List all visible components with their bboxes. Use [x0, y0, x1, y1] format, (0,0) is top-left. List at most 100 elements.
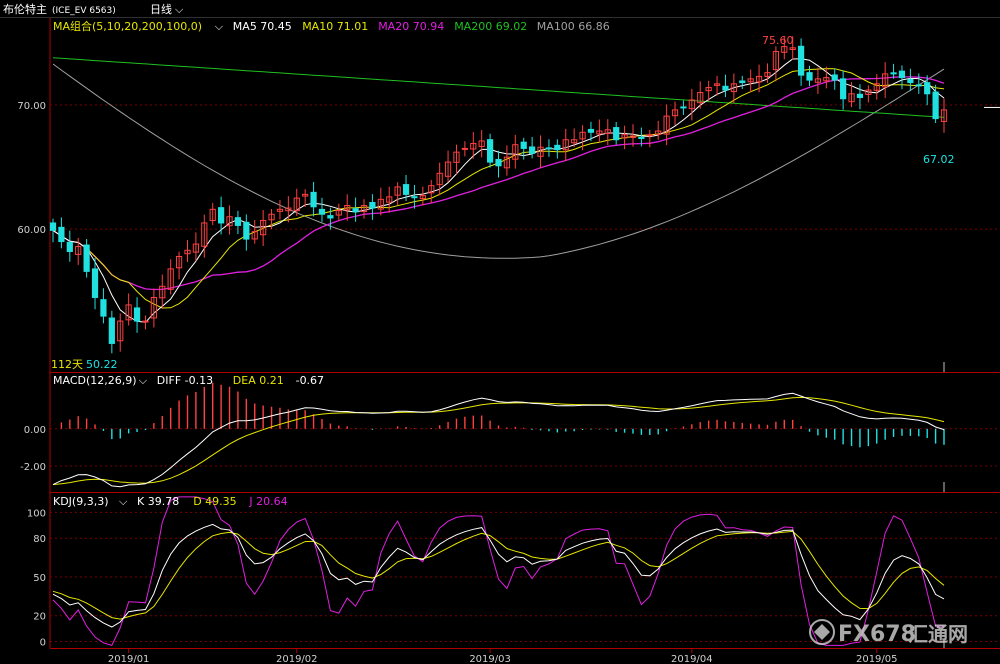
kdj-tick-label: 100	[27, 508, 46, 519]
x-tick-label: 2019/01	[108, 654, 150, 664]
candle-body	[335, 210, 342, 216]
candle-body	[327, 215, 334, 219]
candle-body	[175, 255, 183, 269]
instrument-code: (ICE_EV 6563)	[52, 6, 116, 16]
candle-body	[360, 205, 368, 213]
candle-body	[75, 246, 82, 255]
candle-body	[663, 115, 670, 135]
candle-body	[772, 51, 779, 71]
candle-body	[444, 161, 452, 177]
chevron-down-icon[interactable]: ⌵	[175, 3, 184, 16]
candle-body	[419, 195, 426, 200]
candle-body	[369, 202, 376, 209]
fx678-logo-icon	[809, 619, 835, 645]
macd-tick-label: -2.00	[20, 462, 46, 473]
candle-body	[621, 134, 628, 139]
instrument-title[interactable]: 布伦特主	[3, 2, 47, 16]
candle-body	[243, 221, 250, 240]
candle-body	[545, 147, 553, 150]
price-legend-item: MA10 71.01	[302, 20, 368, 33]
candle-body	[755, 75, 763, 83]
candle-body	[781, 46, 788, 53]
candle-body	[890, 72, 897, 75]
candle-body	[697, 92, 704, 104]
kdj-grid: 100 80 50 20 0	[27, 508, 1000, 649]
panel-frames	[0, 17, 1000, 649]
candle-body	[394, 186, 401, 196]
chevron-down-icon[interactable]: ⌵	[139, 374, 148, 387]
candle-body	[797, 45, 805, 76]
candle-body	[402, 184, 410, 195]
candle-body	[486, 139, 494, 163]
candle-body	[117, 320, 124, 342]
candle-body	[310, 191, 317, 208]
candle-body	[260, 219, 267, 236]
price-annotations: 75.60 50.22 67.02 112天	[51, 34, 955, 371]
candle-body	[571, 139, 578, 144]
candle-body	[344, 205, 351, 211]
diff-line	[52, 392, 945, 488]
candle-body	[377, 198, 384, 210]
kdj-k-line	[52, 523, 945, 628]
candle-body	[495, 158, 502, 167]
candle-body	[91, 268, 99, 298]
price-legend: MA组合(5,10,20,200,100,0) ⌵ MA5 70.45 MA10 71…	[53, 19, 610, 33]
chevron-down-icon[interactable]: ⌵	[119, 495, 128, 508]
macd-histogram	[60, 382, 945, 492]
candle-body	[302, 193, 309, 197]
candle-body	[209, 208, 216, 222]
candle-body	[915, 84, 922, 87]
kdj-tick-label: 0	[40, 638, 46, 649]
kdj-legend-item: KDJ(9,3,3)	[53, 495, 109, 508]
candle-body	[562, 139, 569, 151]
candle-body	[520, 141, 527, 149]
candle-body	[133, 307, 141, 322]
x-tick-label: 2019/03	[469, 654, 511, 664]
candle-body	[201, 222, 208, 247]
candle-body	[100, 299, 107, 317]
x-axis: 2019/01 2019/02 2019/03 2019/04 2019/05	[108, 648, 898, 664]
ma100-line	[52, 63, 945, 259]
candle-body	[831, 74, 838, 81]
candle-body	[764, 72, 771, 77]
title-bar[interactable]: 布伦特主 (ICE_EV 6563) 日线 ⌵	[0, 0, 1000, 17]
candle-body	[789, 47, 796, 50]
price-legend-item: MA200 69.02	[454, 20, 527, 33]
candle-body	[234, 217, 242, 226]
x-tick-label: 2019/02	[276, 654, 318, 664]
candle-body	[722, 85, 729, 91]
macd-legend: MACD(12,26,9) ⌵ DIFF -0.13 DEA 0.21 -0.67	[53, 374, 324, 387]
candle-body	[150, 296, 157, 319]
high-price-label: 75.60	[762, 34, 794, 47]
macd-legend-item: DEA 0.21	[233, 374, 284, 387]
candle-body	[167, 268, 174, 290]
candle-body	[436, 172, 443, 186]
low-price-label: 50.22	[86, 358, 118, 371]
kdj-tick-label: 50	[33, 573, 46, 584]
candle-body	[848, 93, 855, 103]
candle-body	[453, 151, 460, 163]
candle-body	[503, 156, 511, 169]
candle-body	[924, 82, 931, 95]
candle-body	[108, 317, 115, 344]
macd-lines	[52, 392, 945, 488]
price-legend-item: MA5 70.45	[233, 20, 292, 33]
chevron-down-icon[interactable]: ⌵	[215, 20, 224, 33]
kdj-j-line	[52, 496, 945, 647]
kdj-legend-item: J 20.64	[248, 495, 287, 508]
candle-body	[512, 144, 519, 160]
ma200-line	[52, 57, 945, 118]
kdj-tick-label: 80	[33, 534, 46, 545]
kdj-lines	[52, 496, 945, 648]
candle-body	[318, 208, 326, 215]
candle-body	[680, 106, 687, 109]
macd-tick-label: 0.00	[24, 425, 46, 436]
candle-body	[739, 80, 746, 84]
candle-body	[386, 196, 393, 203]
candle-body	[713, 83, 721, 86]
period-selector[interactable]: 日线	[150, 2, 172, 16]
candle-body	[823, 77, 830, 82]
candle-body	[428, 185, 435, 194]
watermark-brand: FX678	[838, 622, 916, 647]
